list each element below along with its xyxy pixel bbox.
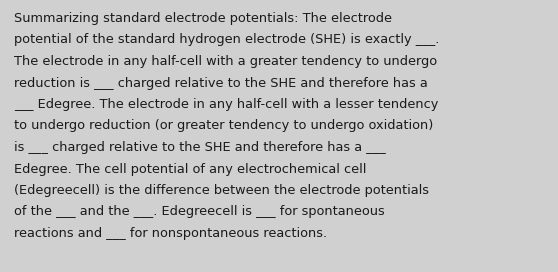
Text: ___ Edegree. The electrode in any half-cell with a lesser tendency: ___ Edegree. The electrode in any half-c… [14,98,439,111]
Text: The electrode in any half-cell with a greater tendency to undergo: The electrode in any half-cell with a gr… [14,55,437,68]
Text: Summarizing standard electrode potentials: The electrode: Summarizing standard electrode potential… [14,12,392,25]
Text: of the ___ and the ___. Edegreecell is ___ for spontaneous: of the ___ and the ___. Edegreecell is _… [14,206,385,218]
Text: is ___ charged relative to the SHE and therefore has a ___: is ___ charged relative to the SHE and t… [14,141,386,154]
Text: (Edegreecell) is the difference between the electrode potentials: (Edegreecell) is the difference between … [14,184,429,197]
Text: reactions and ___ for nonspontaneous reactions.: reactions and ___ for nonspontaneous rea… [14,227,327,240]
Text: potential of the standard hydrogen electrode (SHE) is exactly ___.: potential of the standard hydrogen elect… [14,33,439,47]
Text: reduction is ___ charged relative to the SHE and therefore has a: reduction is ___ charged relative to the… [14,76,428,89]
Text: Edegree. The cell potential of any electrochemical cell: Edegree. The cell potential of any elect… [14,162,367,175]
Text: to undergo reduction (or greater tendency to undergo oxidation): to undergo reduction (or greater tendenc… [14,119,434,132]
